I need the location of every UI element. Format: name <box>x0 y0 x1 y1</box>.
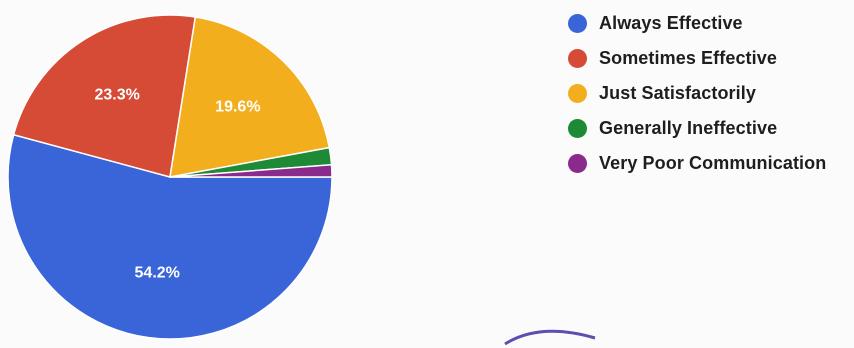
legend-item: Always Effective <box>568 6 826 41</box>
pie-slice-sometimes-effective <box>12 14 197 178</box>
pie-slice-very-poor-communication <box>169 163 333 178</box>
slice-data-label: 23.3% <box>94 87 139 104</box>
pie-slice-always-effective <box>7 133 333 339</box>
legend-label: Always Effective <box>599 13 743 33</box>
legend-item: Generally Ineffective <box>568 111 826 146</box>
pen-scribble-mark <box>504 329 596 346</box>
legend-label: Generally Ineffective <box>599 118 778 138</box>
chart-legend: Always Effective Sometimes Effective Just … <box>568 6 826 181</box>
legend-swatch-icon <box>568 49 587 68</box>
slice-data-label: 54.2% <box>135 265 180 282</box>
legend-label: Just Satisfactorily <box>599 83 756 103</box>
legend-item: Just Satisfactorily <box>568 76 826 111</box>
legend-label: Very Poor Communication <box>599 153 827 173</box>
legend-item: Very Poor Communication <box>568 146 826 181</box>
legend-swatch-icon <box>568 14 587 33</box>
pie-svg: 54.2% 23.3% 19.6% <box>7 14 333 339</box>
legend-swatch-icon <box>568 154 587 173</box>
pie-chart: 54.2% 23.3% 19.6% Always Effective Sometime… <box>7 6 826 346</box>
slice-data-label: 19.6% <box>215 99 260 116</box>
legend-label: Sometimes Effective <box>599 48 777 68</box>
legend-swatch-icon <box>568 84 587 103</box>
legend-swatch-icon <box>568 119 587 138</box>
pie-slice-just-satisfactorily <box>169 16 331 178</box>
legend-item: Sometimes Effective <box>568 41 826 76</box>
